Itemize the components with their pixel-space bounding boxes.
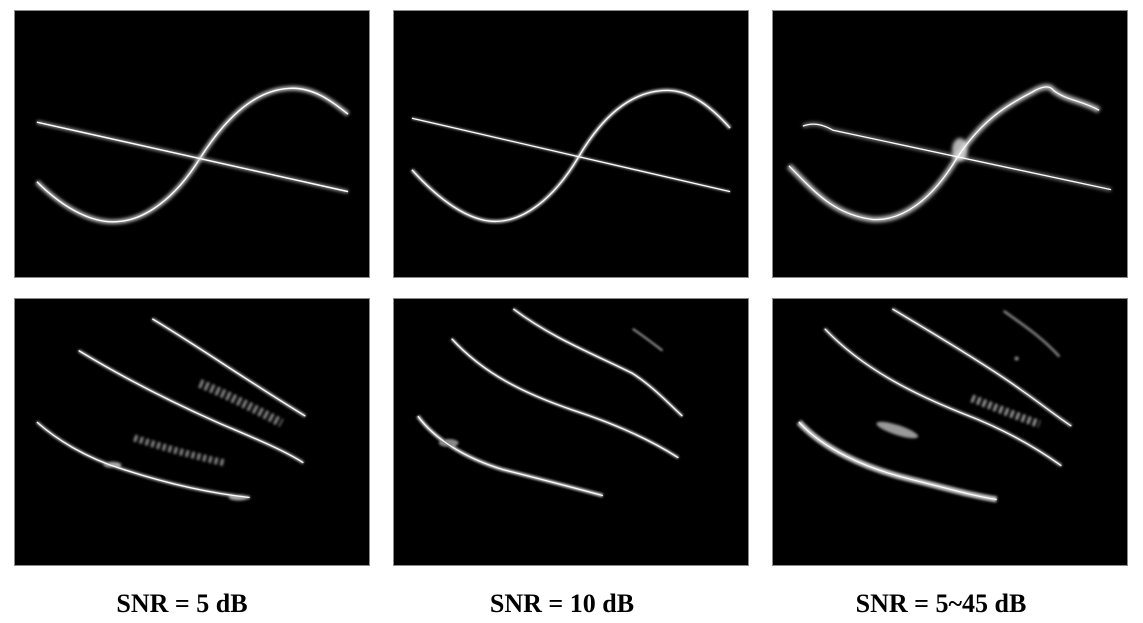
spectrogram-snr10-chirps bbox=[393, 298, 749, 566]
spectrogram-snr5to45-chirps bbox=[772, 298, 1128, 566]
spectrogram-snr10-sinusoid bbox=[393, 10, 749, 278]
caption-snr-5-45db: SNR = 5~45 dB bbox=[855, 589, 1027, 618]
caption-snr-10db: SNR = 10 dB bbox=[489, 589, 635, 618]
linear-chirp-core bbox=[36, 121, 349, 193]
spectrogram-snr5to45-sinusoid bbox=[772, 10, 1128, 278]
linear-chirp-core bbox=[411, 117, 731, 193]
sinusoid-core bbox=[411, 89, 731, 223]
spectrogram-snr5-sinusoid bbox=[14, 10, 370, 278]
spectrogram-snr5-chirps bbox=[14, 298, 370, 566]
caption-snr-5db: SNR = 5 dB bbox=[116, 589, 248, 618]
